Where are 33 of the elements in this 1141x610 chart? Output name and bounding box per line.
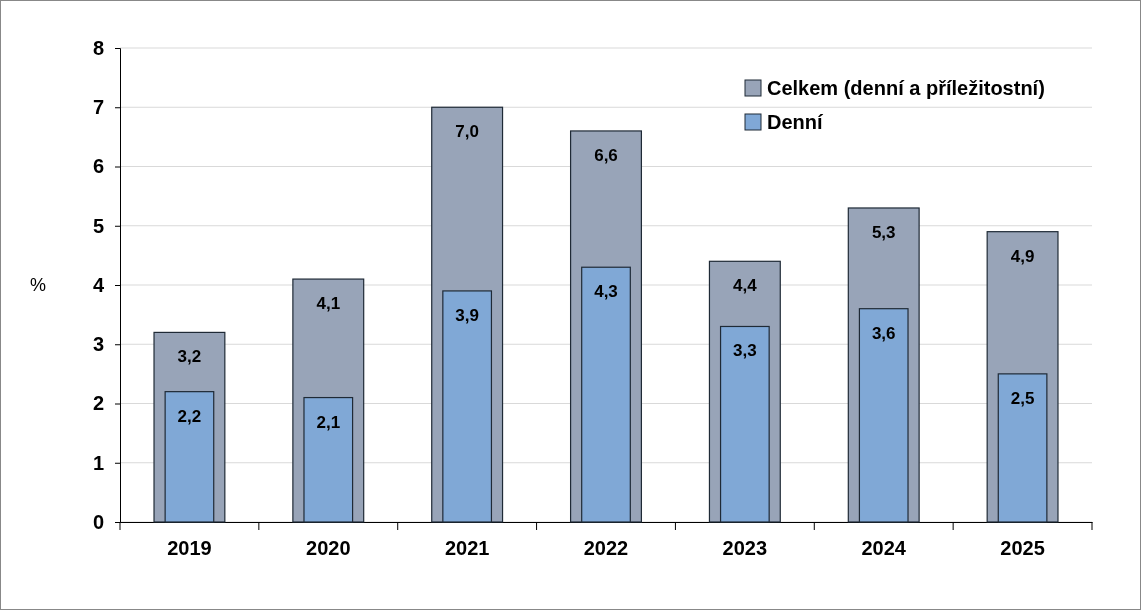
data-label: 2,2	[177, 406, 202, 426]
data-label: 3,6	[871, 323, 896, 343]
data-label: 4,4	[733, 276, 758, 296]
data-label: 6,6	[594, 145, 618, 165]
data-label: 2,1	[316, 412, 341, 432]
legend-label: Denní	[767, 111, 824, 133]
y-tick-label: 4	[92, 273, 105, 296]
data-label: 5,3	[871, 222, 896, 242]
x-tick-label: 2025	[1000, 537, 1045, 559]
y-tick-label: 5	[92, 214, 104, 237]
y-tick-label: 7	[92, 96, 104, 119]
y-tick-label: 1	[92, 451, 104, 474]
y-tick-label: 0	[92, 510, 104, 533]
x-tick-label: 2022	[583, 537, 629, 559]
data-label: 4,1	[316, 294, 341, 314]
x-tick-label: 2021	[444, 537, 490, 559]
x-tick-label: 2019	[167, 537, 212, 559]
data-label: 7,0	[455, 122, 479, 142]
x-tick-label: 2024	[861, 537, 907, 559]
data-label: 4,9	[1010, 246, 1035, 266]
y-tick-label: 6	[92, 155, 104, 178]
data-label: 3,2	[177, 347, 202, 367]
data-label: 4,3	[594, 282, 618, 302]
data-label: 2,5	[1010, 388, 1035, 408]
legend-label: Celkem (denní a příležitostní)	[767, 77, 1045, 99]
y-tick-label: 2	[92, 392, 104, 415]
x-tick-label: 2020	[306, 537, 351, 559]
x-tick-label: 2023	[722, 537, 768, 559]
y-tick-label: 3	[92, 333, 104, 356]
y-axis-title: %	[29, 275, 47, 295]
y-tick-label: 8	[92, 36, 104, 59]
data-label: 3,3	[733, 341, 757, 361]
data-label: 3,9	[455, 305, 479, 325]
